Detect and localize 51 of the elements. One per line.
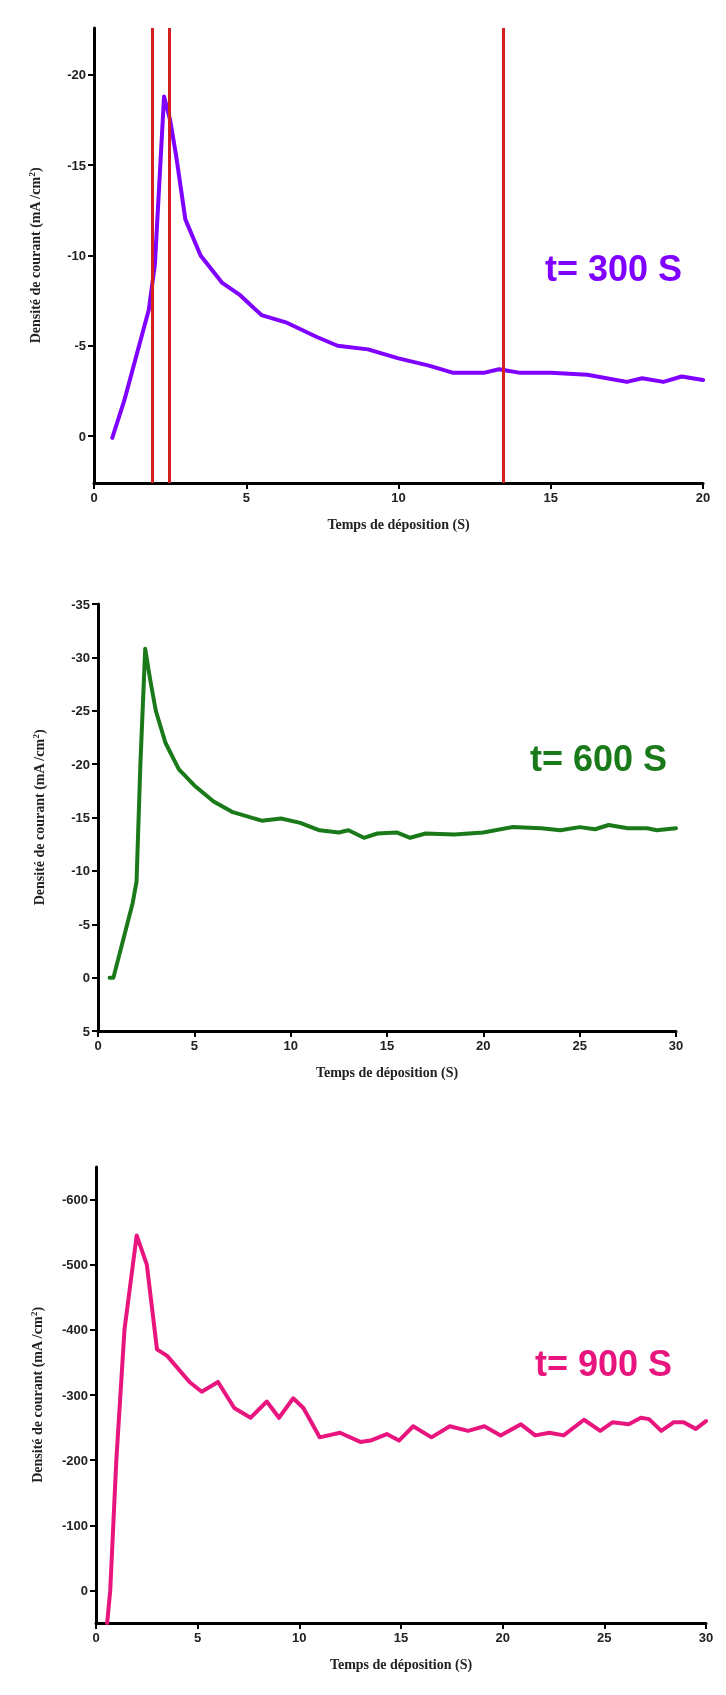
x-tick-label: 0 — [94, 1038, 102, 1053]
x-tick-label: 5 — [194, 1630, 202, 1645]
y-tick-label: -15 — [67, 157, 86, 173]
x-axis-title: Temps de déposition (S) — [327, 516, 470, 533]
x-tick-label: 15 — [393, 1630, 409, 1645]
x-tick-label: 30 — [668, 1038, 684, 1053]
annotation: t= 300 S — [545, 247, 683, 289]
y-tick-label: 5 — [82, 1023, 90, 1039]
x-tick-label: 5 — [190, 1038, 198, 1053]
y-tick-label: -30 — [71, 649, 90, 665]
y-tick-label: -15 — [71, 810, 90, 825]
x-tick-label: 10 — [292, 1630, 307, 1645]
y-tick-label: 0 — [80, 1582, 88, 1598]
y-axis-title: Densité de courant (mA /cm2) — [28, 1306, 46, 1483]
y-tick-label: -10 — [71, 863, 90, 879]
y-tick-label: -5 — [74, 338, 86, 354]
line-series — [107, 646, 678, 980]
annotation: t= 600 S — [530, 737, 668, 779]
x-tick-label: 20 — [695, 490, 711, 505]
x-tick-label: 20 — [495, 1630, 510, 1645]
x-tick-label: 5 — [242, 490, 250, 505]
x-axis-title: Temps de déposition (S) — [329, 1656, 473, 1673]
y-tick-label: -5 — [78, 916, 90, 932]
x-tick-label: 0 — [92, 1630, 100, 1645]
x-tick-label: 20 — [476, 1038, 491, 1053]
x-tick-label: 10 — [283, 1038, 298, 1053]
annotation: t= 900 S — [535, 1342, 673, 1384]
y-tick-label: -100 — [61, 1517, 88, 1533]
y-tick-label: -600 — [61, 1192, 88, 1208]
y-tick-label: -25 — [71, 703, 90, 719]
x-tick-label: 10 — [391, 490, 406, 505]
y-tick-label: -20 — [71, 756, 90, 772]
y-tick-label: -35 — [71, 596, 90, 612]
y-tick-label: -200 — [61, 1452, 88, 1468]
x-tick-label: 15 — [379, 1038, 395, 1053]
y-tick-label: 0 — [82, 970, 90, 986]
line-series — [105, 1233, 708, 1625]
x-tick-label: 25 — [597, 1630, 612, 1645]
y-tick-label: -500 — [61, 1257, 88, 1273]
y-tick-label: 0 — [78, 428, 86, 444]
x-tick-label: 15 — [543, 490, 558, 505]
line-series — [110, 94, 705, 440]
y-axis-title: Densité de courant (mA /cm2) — [30, 728, 48, 906]
y-tick-label: -10 — [67, 248, 86, 263]
y-tick-label: -300 — [61, 1387, 88, 1403]
y-tick-label: -400 — [61, 1322, 88, 1338]
y-tick-label: -20 — [67, 67, 86, 83]
y-axis-title: Densité de courant (mA /cm2) — [26, 166, 44, 344]
x-axis-title: Temps de déposition (S) — [315, 1064, 459, 1081]
x-tick-label: 30 — [698, 1630, 714, 1645]
x-tick-label: 25 — [572, 1038, 587, 1053]
